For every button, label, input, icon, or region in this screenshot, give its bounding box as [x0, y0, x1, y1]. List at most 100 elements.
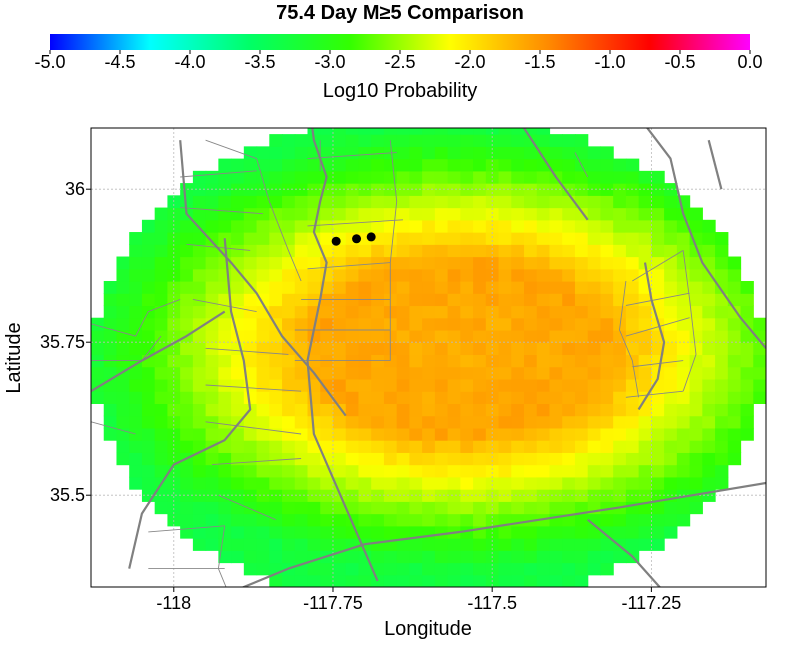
- heatmap-cell: [154, 268, 169, 282]
- heatmap-cell: [498, 525, 512, 539]
- heatmap-cell: [524, 207, 538, 221]
- minor-fault-line: [389, 140, 398, 361]
- heatmap-cell: [345, 244, 360, 258]
- heatmap-cell: [587, 464, 602, 478]
- heatmap-cell: [320, 501, 334, 515]
- heatmap-cell: [727, 452, 742, 466]
- heatmap-cell: [345, 464, 360, 478]
- heatmap-cell: [396, 232, 410, 245]
- heatmap-cell: [256, 219, 270, 233]
- heatmap-cell: [129, 464, 143, 478]
- fault-line: [241, 481, 766, 587]
- heatmap-cell: [460, 207, 474, 221]
- heatmap-cell: [511, 501, 525, 515]
- heatmap-cell: [116, 342, 130, 356]
- heatmap-cell: [345, 427, 360, 441]
- heatmap-cell: [676, 427, 691, 441]
- heatmap-cell: [91, 391, 105, 404]
- heatmap-cell: [651, 183, 665, 196]
- heatmap-cell: [192, 366, 207, 380]
- heatmap-cell: [192, 195, 207, 209]
- heatmap-cell: [600, 452, 614, 466]
- heatmap-cell: [231, 452, 245, 466]
- heatmap-cell: [473, 391, 487, 404]
- heatmap-cell: [587, 489, 602, 502]
- heatmap-cell: [473, 427, 487, 441]
- heatmap-cell: [447, 305, 461, 319]
- heatmap-cell: [243, 476, 258, 490]
- minor-fault-line: [91, 421, 136, 435]
- heatmap-cell: [218, 366, 232, 380]
- heatmap-cell: [256, 342, 270, 356]
- heatmap-cell: [422, 378, 436, 392]
- heatmap-cell: [307, 183, 321, 196]
- heatmap-cell: [422, 268, 436, 282]
- heatmap-cell: [498, 219, 512, 233]
- heatmap-cell: [371, 268, 385, 282]
- heatmap-cell: [600, 244, 614, 258]
- heatmap-cell: [256, 415, 270, 429]
- heatmap-cell: [409, 170, 423, 184]
- heatmap-cell: [218, 195, 232, 209]
- heatmap-cell: [332, 128, 347, 135]
- heatmap-cell: [498, 574, 512, 587]
- heatmap-cell: [740, 403, 754, 417]
- heatmap-cell: [180, 232, 194, 245]
- heatmap-cell: [562, 378, 576, 392]
- heatmap-cell: [205, 427, 219, 441]
- heatmap-cell: [192, 305, 207, 319]
- heatmap-cell: [689, 342, 703, 356]
- heatmap-cell: [409, 464, 423, 478]
- heatmap-cell: [574, 489, 589, 502]
- heatmap-cell: [205, 219, 219, 233]
- heatmap-cell: [243, 207, 258, 221]
- heatmap-cell: [167, 281, 181, 294]
- heatmap-cell: [371, 415, 385, 429]
- heatmap-cell: [676, 256, 691, 270]
- heatmap-cell: [574, 342, 589, 356]
- heatmap-cell: [218, 207, 232, 221]
- heatmap-cell: [167, 256, 181, 270]
- heatmap-cell: [422, 256, 436, 270]
- heatmap-cell: [498, 195, 512, 209]
- heatmap-cell: [549, 464, 563, 478]
- heatmap-cell: [524, 183, 538, 196]
- heatmap-cell: [498, 513, 512, 527]
- minor-fault-line: [632, 360, 684, 368]
- heatmap-cell: [473, 342, 487, 356]
- heatmap-cell: [524, 452, 538, 466]
- heatmap-cell: [205, 525, 219, 539]
- heatmap-cell: [269, 293, 283, 307]
- heatmap-cell: [205, 232, 219, 245]
- heatmap-cell: [676, 268, 691, 282]
- heatmap-cell: [371, 195, 385, 209]
- minor-fault-line: [619, 280, 640, 398]
- heatmap-cell: [243, 170, 258, 184]
- heatmap-cell: [613, 219, 627, 233]
- heatmap-cell: [549, 281, 563, 294]
- heatmap-cell: [307, 403, 321, 417]
- heatmap-cell: [676, 378, 691, 392]
- heatmap-cell: [715, 305, 729, 319]
- heatmap-cell: [549, 452, 563, 466]
- heatmap-cell: [256, 440, 270, 453]
- heatmap-cell: [549, 158, 563, 172]
- heatmap-cell: [434, 183, 449, 196]
- heatmap-cell: [651, 464, 665, 478]
- heatmap-cell: [345, 195, 360, 209]
- heatmap-cell: [511, 317, 525, 331]
- heatmap-cell: [422, 195, 436, 209]
- heatmap-cell: [294, 513, 309, 527]
- heatmap-cell: [549, 268, 563, 282]
- heatmap-cell: [180, 513, 194, 527]
- heatmap-cell: [332, 574, 347, 587]
- heatmap-cell: [664, 476, 678, 490]
- heatmap-cell: [282, 574, 296, 587]
- heatmap-cell: [498, 427, 512, 441]
- heatmap-cell: [332, 219, 347, 233]
- heatmap-cell: [409, 207, 423, 221]
- heatmap-cell: [625, 476, 640, 490]
- heatmap-cell: [116, 329, 130, 343]
- heatmap-cell: [638, 440, 652, 453]
- heatmap-cell: [651, 427, 665, 441]
